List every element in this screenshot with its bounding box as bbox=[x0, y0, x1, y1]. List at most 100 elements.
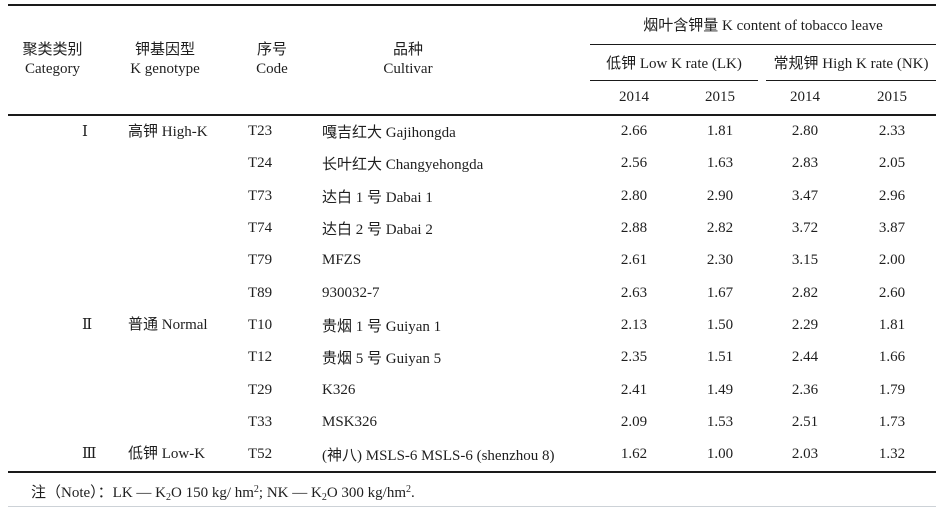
cell-cultivar: (神八) MSLS-6 MSLS-6 (shenzhou 8) bbox=[322, 448, 555, 465]
cell-nk-2014: 2.82 bbox=[791, 284, 819, 301]
note-text: ; NK — K bbox=[258, 485, 322, 501]
cell-cultivar: 长叶红大 Changyehongda bbox=[322, 157, 484, 174]
col-group-high-k: 常规钾 High K rate (NK) bbox=[762, 44, 937, 81]
cell-code: T89 bbox=[248, 284, 273, 301]
page-bottom-rule bbox=[8, 506, 936, 507]
col-header-category-en: Category bbox=[25, 60, 80, 77]
k-content-table: 聚类类别 Category 钾基因型 K genotype 序号 Code 品种… bbox=[8, 4, 937, 473]
table-note: 注（Note）：LK — K2O 150 kg/ hm2; NK — K2O 3… bbox=[31, 481, 415, 503]
cell-nk-2014: 3.72 bbox=[791, 220, 819, 237]
cell-code: T23 bbox=[248, 123, 273, 140]
cell-nk-2014: 2.29 bbox=[791, 316, 819, 333]
cell-lk-2014: 2.63 bbox=[620, 284, 648, 301]
table-row: Ⅱ 普通 Normal T10 贵烟 1 号 Guiyan 1 2.13 1.5… bbox=[8, 309, 936, 341]
table-row: T74 达白 2 号 Dabai 2 2.88 2.82 3.72 3.87 bbox=[8, 212, 936, 244]
cell-genotype: 普通 Normal bbox=[128, 317, 208, 334]
cell-lk-2015: 2.30 bbox=[706, 252, 734, 269]
col-header-year-nk-2015: 2015 bbox=[848, 80, 937, 116]
table-row: T33 MSK326 2.09 1.53 2.51 1.73 bbox=[8, 406, 936, 438]
col-header-code-en: Code bbox=[256, 60, 288, 77]
col-header-genotype-zh: 钾基因型 bbox=[134, 41, 195, 58]
cell-lk-2014: 2.13 bbox=[620, 316, 648, 333]
cell-genotype: 低钾 Low-K bbox=[128, 446, 206, 463]
col-header-genotype: 钾基因型 K genotype bbox=[128, 5, 245, 116]
table-row: Ⅲ 低钾 Low-K T52 (神八) MSLS-6 MSLS-6 (shenz… bbox=[8, 438, 936, 471]
table-row: T24 长叶红大 Changyehongda 2.56 1.63 2.83 2.… bbox=[8, 148, 936, 180]
cell-category: Ⅰ bbox=[82, 123, 88, 140]
cell-nk-2014: 2.51 bbox=[791, 413, 819, 430]
cell-nk-2015: 2.33 bbox=[878, 123, 906, 140]
cell-lk-2015: 1.00 bbox=[706, 446, 734, 463]
cell-lk-2015: 1.53 bbox=[706, 413, 734, 430]
cell-nk-2015: 1.66 bbox=[878, 349, 906, 366]
cell-nk-2014: 2.80 bbox=[791, 123, 819, 140]
cell-nk-2015: 1.79 bbox=[878, 381, 906, 398]
col-header-category-zh: 聚类类别 bbox=[22, 41, 83, 58]
cell-lk-2014: 2.66 bbox=[620, 123, 648, 140]
col-header-category: 聚类类别 Category bbox=[8, 5, 128, 116]
cell-nk-2014: 2.36 bbox=[791, 381, 819, 398]
table-row: Ⅰ 高钾 High-K T23 嘎吉红大 Gajihongda 2.66 1.8… bbox=[8, 115, 936, 148]
col-group-high-k-label: 常规钾 High K rate (NK) bbox=[766, 45, 937, 81]
cell-lk-2015: 1.51 bbox=[706, 349, 734, 366]
table-row: T29 K326 2.41 1.49 2.36 1.79 bbox=[8, 374, 936, 406]
cell-nk-2015: 2.05 bbox=[878, 155, 906, 172]
cell-lk-2015: 1.67 bbox=[706, 284, 734, 301]
cell-lk-2015: 1.49 bbox=[706, 381, 734, 398]
cell-lk-2014: 2.35 bbox=[620, 349, 648, 366]
cell-nk-2014: 2.03 bbox=[791, 446, 819, 463]
col-header-cultivar: 品种 Cultivar bbox=[308, 5, 590, 116]
cell-cultivar: 930032-7 bbox=[322, 284, 380, 301]
cell-nk-2014: 2.83 bbox=[791, 155, 819, 172]
note-superscript: 2 bbox=[253, 484, 259, 495]
cell-lk-2015: 2.82 bbox=[706, 220, 734, 237]
col-header-code-zh: 序号 bbox=[256, 41, 287, 58]
cell-cultivar: 贵烟 5 号 Guiyan 5 bbox=[322, 351, 442, 368]
header-row-rates: 低钾 Low K rate (LK) 常规钾 High K rate (NK) bbox=[8, 44, 937, 81]
col-group-low-k-label: 低钾 Low K rate (LK) bbox=[590, 45, 758, 81]
cell-lk-2015: 1.50 bbox=[706, 316, 734, 333]
col-group-low-k: 低钾 Low K rate (LK) bbox=[590, 44, 762, 81]
cell-lk-2014: 2.80 bbox=[620, 187, 648, 204]
cell-nk-2015: 1.32 bbox=[878, 446, 906, 463]
cell-cultivar: MSK326 bbox=[322, 413, 378, 430]
cell-code: T24 bbox=[248, 155, 273, 172]
note-subscript: 2 bbox=[166, 492, 171, 503]
cell-nk-2015: 1.73 bbox=[878, 413, 906, 430]
cell-nk-2015: 1.81 bbox=[878, 316, 906, 333]
cell-code: T29 bbox=[248, 381, 273, 398]
header-row-groups: 聚类类别 Category 钾基因型 K genotype 序号 Code 品种… bbox=[8, 5, 937, 116]
cell-lk-2014: 2.41 bbox=[620, 381, 648, 398]
cell-category: Ⅱ bbox=[82, 317, 93, 334]
cell-nk-2015: 2.00 bbox=[878, 252, 906, 269]
table-row: T79 MFZS 2.61 2.30 3.15 2.00 bbox=[8, 245, 936, 277]
cell-lk-2014: 1.62 bbox=[620, 446, 648, 463]
col-header-genotype-en: K genotype bbox=[130, 60, 200, 77]
cell-lk-2014: 2.61 bbox=[620, 252, 648, 269]
cell-cultivar: MFZS bbox=[322, 252, 362, 269]
col-header-code: 序号 Code bbox=[245, 5, 308, 116]
note-superscript: 2 bbox=[406, 484, 412, 495]
cell-lk-2014: 2.88 bbox=[620, 220, 648, 237]
col-header-year-lk-2014: 2014 bbox=[590, 80, 678, 116]
note-text: O 300 kg/hm bbox=[326, 485, 407, 501]
col-header-cultivar-en: Cultivar bbox=[383, 60, 433, 77]
cell-nk-2015: 3.87 bbox=[878, 220, 906, 237]
cell-code: T10 bbox=[248, 316, 273, 333]
col-header-year-nk-2014: 2014 bbox=[762, 80, 848, 116]
table-row: T89 930032-7 2.63 1.67 2.82 2.60 bbox=[8, 277, 936, 309]
cell-lk-2014: 2.56 bbox=[620, 155, 648, 172]
col-header-year-lk-2015: 2015 bbox=[678, 80, 762, 116]
table-row: T73 达白 1 号 Dabai 1 2.80 2.90 3.47 2.96 bbox=[8, 180, 936, 212]
cell-genotype: 高钾 High-K bbox=[128, 123, 208, 140]
table-row: T12 贵烟 5 号 Guiyan 5 2.35 1.51 2.44 1.66 bbox=[8, 342, 936, 374]
col-group-k-content: 烟叶含钾量 K content of tobacco leave bbox=[590, 5, 937, 45]
cell-code: T33 bbox=[248, 413, 273, 430]
cell-code: T73 bbox=[248, 187, 273, 204]
cell-code: T52 bbox=[248, 446, 273, 463]
cell-nk-2014: 3.47 bbox=[791, 187, 819, 204]
cell-cultivar: 嘎吉红大 Gajihongda bbox=[322, 125, 456, 142]
note-subscript: 2 bbox=[321, 492, 327, 503]
cell-lk-2015: 2.90 bbox=[706, 187, 734, 204]
